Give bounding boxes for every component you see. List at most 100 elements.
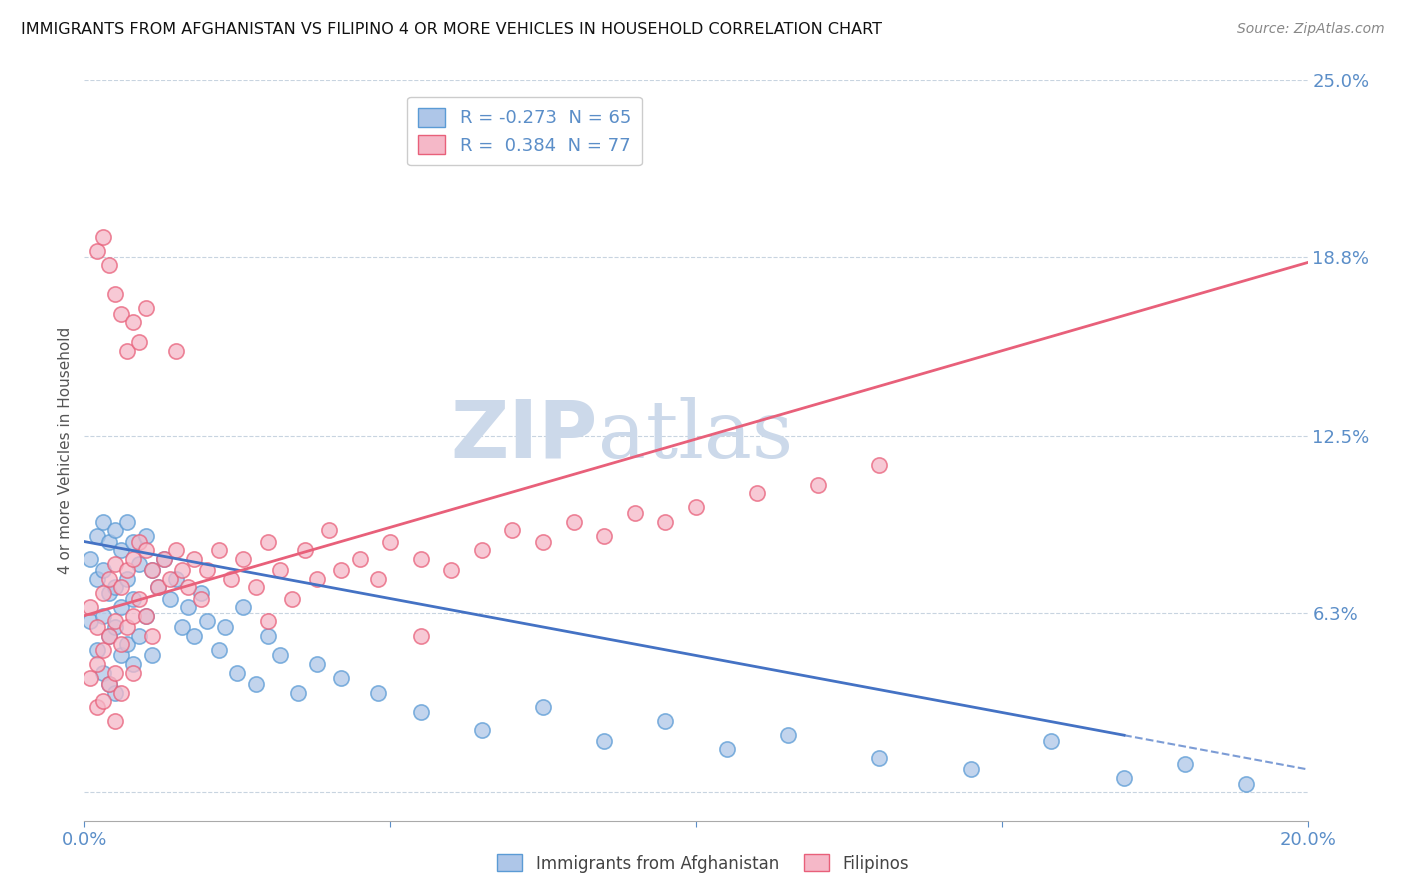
Point: [97, 534, 120, 549]
Point: [195, 615, 218, 629]
Point: [104, 714, 127, 728]
Point: [257, 615, 280, 629]
Point: [654, 714, 676, 728]
Point: [269, 648, 291, 663]
Point: [97, 586, 120, 600]
Point: [593, 734, 616, 748]
Point: [104, 523, 127, 537]
Point: [269, 563, 291, 577]
Point: [294, 543, 316, 558]
Point: [141, 648, 163, 663]
Point: [409, 551, 432, 566]
Point: [91, 694, 114, 708]
Point: [1236, 776, 1258, 791]
Point: [190, 586, 212, 600]
Point: [232, 551, 254, 566]
Point: [122, 534, 145, 549]
Point: [110, 600, 132, 615]
Point: [502, 523, 524, 537]
Point: [153, 551, 176, 566]
Point: [380, 534, 402, 549]
Point: [86, 699, 108, 714]
Point: [115, 620, 138, 634]
Point: [349, 551, 371, 566]
Point: [91, 586, 114, 600]
Point: [330, 563, 353, 577]
Text: atlas: atlas: [598, 397, 793, 475]
Point: [281, 591, 304, 606]
Point: [960, 763, 983, 777]
Point: [122, 315, 145, 329]
Point: [807, 477, 830, 491]
Point: [654, 515, 676, 529]
Point: [287, 685, 309, 699]
Point: [79, 671, 101, 685]
Point: [91, 563, 114, 577]
Point: [115, 343, 138, 358]
Text: Source: ZipAtlas.com: Source: ZipAtlas.com: [1237, 22, 1385, 37]
Point: [1114, 771, 1136, 785]
Point: [104, 558, 127, 572]
Y-axis label: 4 or more Vehicles in Household: 4 or more Vehicles in Household: [58, 326, 73, 574]
Point: [79, 600, 101, 615]
Point: [172, 620, 194, 634]
Point: [128, 534, 150, 549]
Point: [86, 642, 108, 657]
Point: [305, 657, 328, 671]
Point: [245, 677, 267, 691]
Point: [128, 335, 150, 350]
Point: [115, 563, 138, 577]
Point: [115, 637, 138, 651]
Point: [135, 543, 157, 558]
Point: [214, 620, 236, 634]
Point: [86, 529, 108, 543]
Point: [128, 629, 150, 643]
Point: [208, 642, 231, 657]
Point: [104, 286, 127, 301]
Point: [367, 572, 389, 586]
Point: [330, 671, 353, 685]
Point: [716, 742, 738, 756]
Point: [91, 230, 114, 244]
Point: [593, 529, 616, 543]
Point: [318, 523, 340, 537]
Point: [79, 551, 101, 566]
Point: [1174, 756, 1197, 771]
Point: [91, 515, 114, 529]
Point: [122, 657, 145, 671]
Point: [104, 615, 127, 629]
Point: [305, 572, 328, 586]
Point: [153, 551, 176, 566]
Point: [86, 657, 108, 671]
Point: [409, 629, 432, 643]
Point: [110, 648, 132, 663]
Point: [869, 458, 891, 472]
Point: [159, 591, 181, 606]
Point: [146, 580, 169, 594]
Point: [190, 591, 212, 606]
Point: [172, 563, 194, 577]
Text: ZIP: ZIP: [451, 397, 598, 475]
Point: [440, 563, 463, 577]
Point: [135, 529, 157, 543]
Point: [208, 543, 231, 558]
Point: [97, 572, 120, 586]
Point: [195, 563, 218, 577]
Point: [257, 629, 280, 643]
Point: [122, 608, 145, 623]
Point: [624, 506, 647, 520]
Point: [97, 629, 120, 643]
Point: [97, 677, 120, 691]
Text: IMMIGRANTS FROM AFGHANISTAN VS FILIPINO 4 OR MORE VEHICLES IN HOUSEHOLD CORRELAT: IMMIGRANTS FROM AFGHANISTAN VS FILIPINO …: [21, 22, 882, 37]
Point: [122, 551, 145, 566]
Point: [776, 728, 799, 742]
Point: [159, 572, 181, 586]
Point: [79, 615, 101, 629]
Point: [115, 572, 138, 586]
Point: [104, 580, 127, 594]
Point: [110, 543, 132, 558]
Point: [104, 620, 127, 634]
Point: [91, 642, 114, 657]
Point: [91, 608, 114, 623]
Point: [183, 551, 205, 566]
